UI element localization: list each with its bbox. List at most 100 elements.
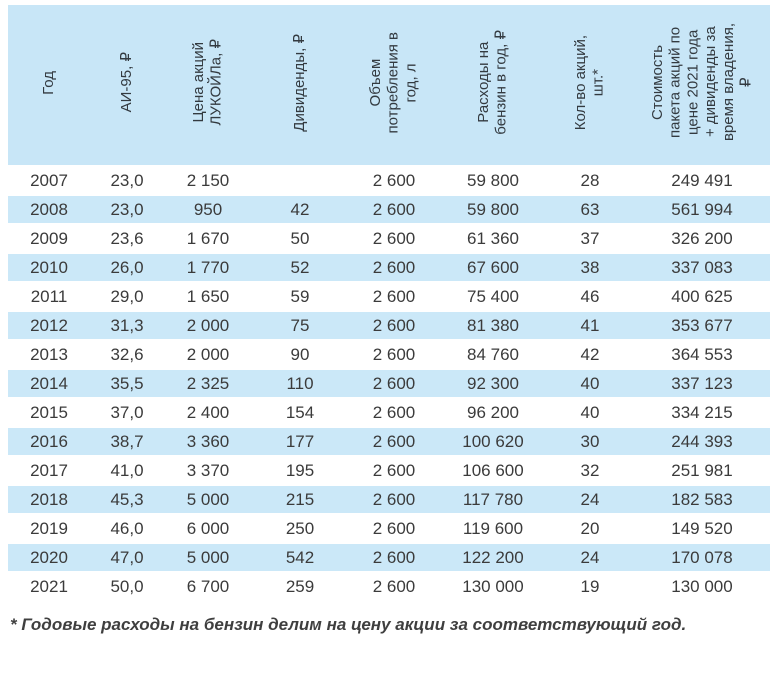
table-cell: 84 760 — [440, 339, 546, 370]
table-cell: 32 — [546, 455, 634, 486]
table-cell: 2021 — [8, 571, 90, 602]
table-cell: 130 000 — [440, 571, 546, 602]
table-cell: 249 491 — [634, 165, 770, 196]
table-cell: 46 — [546, 281, 634, 312]
table-cell: 2017 — [8, 455, 90, 486]
table-cell: 2008 — [8, 194, 90, 225]
table-cell: 2 600 — [348, 339, 440, 370]
table-cell: 149 520 — [634, 513, 770, 544]
header-row: Год АИ-95, ₽ Цена акций ЛУКОЙЛа, ₽ Дивид… — [8, 5, 770, 166]
column-header-label: Год — [40, 70, 58, 95]
table-cell: 38,7 — [90, 426, 164, 457]
column-header-label: Расходы на бензин в год, ₽ — [475, 30, 510, 135]
table-cell: 2009 — [8, 223, 90, 254]
table-row: 2019 46,0 6 000 250 2 600 119 600 20 149 520 — [8, 513, 770, 544]
fuel-vs-shares-table: Год АИ-95, ₽ Цена акций ЛУКОЙЛа, ₽ Дивид… — [8, 5, 770, 602]
table-cell: 2019 — [8, 513, 90, 544]
table-row: 2015 37,0 2 400 154 2 600 96 200 40 334 215 — [8, 397, 770, 428]
table-row: 2009 23,6 1 670 50 2 600 61 360 37 326 200 — [8, 223, 770, 254]
column-header-consumption-volume: Объем потребления в год, л — [348, 5, 440, 166]
table-cell: 23,6 — [90, 223, 164, 254]
table-cell: 59 — [252, 281, 348, 312]
table-cell: 2 600 — [348, 310, 440, 341]
column-header-label: Стоимость пакета акций по цене 2021 года… — [648, 23, 755, 142]
table-cell: 2020 — [8, 542, 90, 573]
table-cell: 2 600 — [348, 513, 440, 544]
table-cell: 37 — [546, 223, 634, 254]
table-cell: 96 200 — [440, 397, 546, 428]
table-cell: 59 800 — [440, 194, 546, 225]
table-cell: 1 670 — [164, 223, 252, 254]
table-cell: 2 600 — [348, 165, 440, 196]
table-cell: 41,0 — [90, 455, 164, 486]
column-header-ai95-price: АИ-95, ₽ — [90, 5, 164, 166]
table-cell: 50,0 — [90, 571, 164, 602]
table-cell: 31,3 — [90, 310, 164, 341]
table-row: 2016 38,7 3 360 177 2 600 100 620 30 244 393 — [8, 426, 770, 457]
table-row: 2012 31,3 2 000 75 2 600 81 380 41 353 677 — [8, 310, 770, 341]
table-row: 2014 35,5 2 325 110 2 600 92 300 40 337 123 — [8, 368, 770, 399]
table-cell: 24 — [546, 484, 634, 515]
table-cell: 364 553 — [634, 339, 770, 370]
table-cell: 2 600 — [348, 484, 440, 515]
table-cell: 542 — [252, 542, 348, 573]
table-cell: 2012 — [8, 310, 90, 341]
table-cell: 561 994 — [634, 194, 770, 225]
table-cell: 50 — [252, 223, 348, 254]
table-cell: 35,5 — [90, 368, 164, 399]
table-row: 2020 47,0 5 000 542 2 600 122 200 24 170 078 — [8, 542, 770, 573]
table-row: 2017 41,0 3 370 195 2 600 106 600 32 251 981 — [8, 455, 770, 486]
table-cell: 182 583 — [634, 484, 770, 515]
table-cell: 2 000 — [164, 339, 252, 370]
table-cell: 37,0 — [90, 397, 164, 428]
table-cell: 30 — [546, 426, 634, 457]
column-header-dividends: Дивиденды, ₽ — [252, 5, 348, 166]
table-cell: 119 600 — [440, 513, 546, 544]
table-cell: 195 — [252, 455, 348, 486]
table-cell: 6 000 — [164, 513, 252, 544]
table-cell: 337 083 — [634, 252, 770, 283]
table-cell: 2014 — [8, 368, 90, 399]
table-cell: 2 600 — [348, 426, 440, 457]
table-cell: 100 620 — [440, 426, 546, 457]
table-cell: 2018 — [8, 484, 90, 515]
table-cell: 2 600 — [348, 542, 440, 573]
table-row: 2013 32,6 2 000 90 2 600 84 760 42 364 553 — [8, 339, 770, 370]
table-cell: 92 300 — [440, 368, 546, 399]
table-cell: 215 — [252, 484, 348, 515]
table-cell: 244 393 — [634, 426, 770, 457]
table-cell: 2 000 — [164, 310, 252, 341]
table-cell: 2007 — [8, 165, 90, 196]
table-cell: 23,0 — [90, 165, 164, 196]
table-cell: 106 600 — [440, 455, 546, 486]
table-cell: 2 150 — [164, 165, 252, 196]
table-cell: 117 780 — [440, 484, 546, 515]
table-cell: 75 400 — [440, 281, 546, 312]
table-cell: 29,0 — [90, 281, 164, 312]
table-cell: 259 — [252, 571, 348, 602]
table-cell: 2 325 — [164, 368, 252, 399]
table-cell: 28 — [546, 165, 634, 196]
table-cell: 3 370 — [164, 455, 252, 486]
table-cell: 2010 — [8, 252, 90, 283]
table-cell: 90 — [252, 339, 348, 370]
table-cell: 81 380 — [440, 310, 546, 341]
table-cell: 1 770 — [164, 252, 252, 283]
table-cell: 250 — [252, 513, 348, 544]
table-cell — [252, 165, 348, 196]
column-header-label: Кол-во акций, шт.* — [572, 34, 607, 131]
table-body: 2007 23,0 2 150 2 600 59 800 28 249 491 2008 23,… — [8, 165, 770, 602]
table-cell: 2 600 — [348, 455, 440, 486]
table-cell: 950 — [164, 194, 252, 225]
table-cell: 59 800 — [440, 165, 546, 196]
footnote: * Годовые расходы на бензин делим на цен… — [10, 615, 687, 634]
table-cell: 130 000 — [634, 571, 770, 602]
table-cell: 1 650 — [164, 281, 252, 312]
table-cell: 2 600 — [348, 194, 440, 225]
column-header-package-value: Стоимость пакета акций по цене 2021 года… — [634, 5, 770, 166]
table-cell: 20 — [546, 513, 634, 544]
table-cell: 122 200 — [440, 542, 546, 573]
column-header-label: АИ-95, ₽ — [118, 52, 136, 113]
table-cell: 2 600 — [348, 368, 440, 399]
table-cell: 3 360 — [164, 426, 252, 457]
